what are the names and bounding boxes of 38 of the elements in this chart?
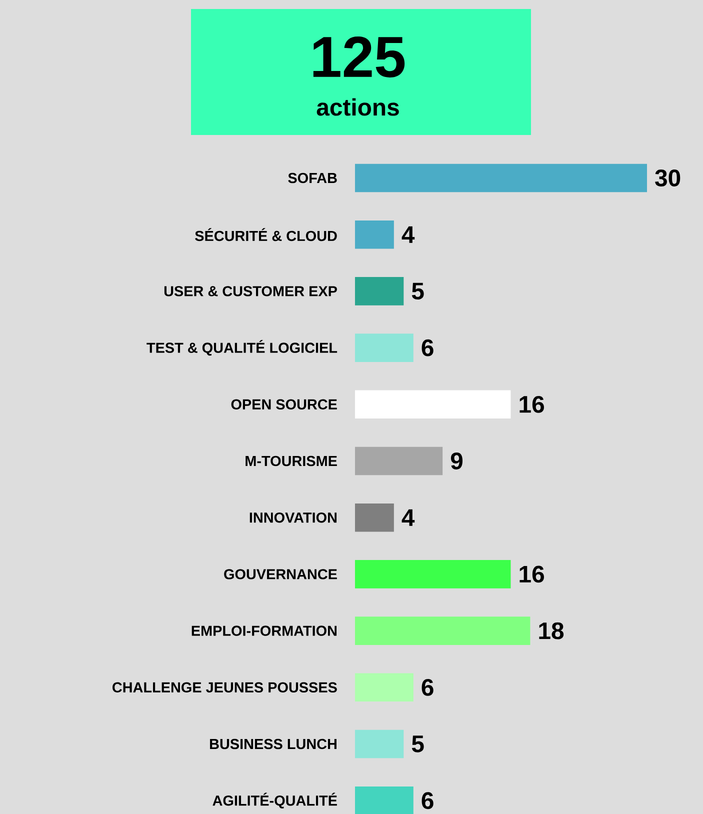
y-tick-label: M-TOURISME [246,456,337,466]
y-tick-label: TEST & QUALITÉ LOGICIEL [146,340,338,356]
bar [354,390,511,419]
y-tick-label: EMPLOI-FORMATION [192,626,337,636]
y-tick-label: OPEN SOURCE [231,399,337,410]
data-label: 4 [402,226,415,243]
y-tick-label: SÉCURITÉ & CLOUD [195,228,337,242]
y-tick-label: AGILITÉ-QUALITÉ [212,792,337,808]
chart-subtitle: actions [316,98,399,116]
bar [354,277,404,306]
y-tick-label: BUSINESS LUNCH [210,738,336,750]
data-label: 4 [402,509,415,526]
data-label: 6 [422,678,434,696]
y-tick-label: CHALLENGE JEUNES POUSSES [112,682,337,693]
chart-title: 125 [313,36,405,78]
y-tick-label: INNOVATION [250,512,337,523]
bar [354,503,394,532]
data-label: 18 [539,622,564,640]
data-label: 6 [422,339,434,356]
bar [354,164,647,192]
bar [354,730,404,758]
y-tick-label: SOFAB [288,172,337,184]
bar [354,446,443,476]
data-label: 16 [520,396,544,413]
data-label: 6 [422,792,434,810]
y-tick-label: USER & CUSTOMER EXP [164,286,337,296]
y-tick-label: GOUVERNANCE [224,569,337,580]
data-label: 16 [520,566,544,583]
bar [354,786,414,814]
bar [354,334,414,362]
data-label: 30 [655,170,680,186]
data-label: 5 [412,282,424,300]
data-label: 5 [412,736,424,752]
bar [354,560,511,588]
data-label: 9 [450,452,463,470]
bar [354,220,394,249]
bar [354,616,530,645]
bar [354,673,414,702]
